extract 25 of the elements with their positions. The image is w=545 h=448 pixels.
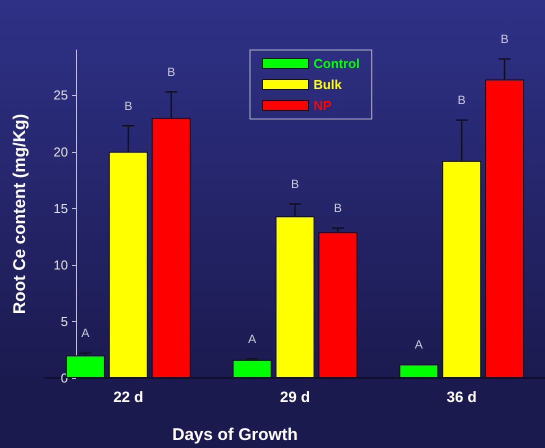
x-tick-label: 36 d: [446, 389, 477, 406]
legend-label: Control: [314, 56, 360, 71]
bar: [399, 364, 438, 378]
y-axis-title: Root Ce content (mg/Kg): [10, 114, 29, 314]
annotation: B: [124, 98, 132, 113]
annotation: B: [290, 176, 300, 191]
legend-label: Bulk: [314, 77, 342, 92]
y-tick-label: 25: [54, 88, 68, 103]
legend-label: NP: [314, 98, 332, 113]
x-axis-title: Days of Growth: [172, 425, 298, 444]
annotation: B: [334, 201, 342, 216]
bar: [66, 355, 105, 378]
y-tick-label: 10: [54, 257, 68, 272]
x-tick-label: 22 d: [113, 389, 144, 406]
text: B: [500, 32, 509, 46]
y-tick-label: 5: [60, 314, 68, 329]
annotation: B: [167, 64, 176, 79]
x-tick-label: 29 d: [280, 389, 310, 406]
annotation: B: [458, 93, 466, 108]
y-tick-label: 15: [54, 200, 68, 216]
bar: [232, 360, 272, 378]
annotation: A: [414, 337, 423, 352]
annotation: A: [81, 326, 90, 340]
y-tick-label: 20: [54, 144, 68, 160]
annotation: A: [248, 332, 256, 346]
